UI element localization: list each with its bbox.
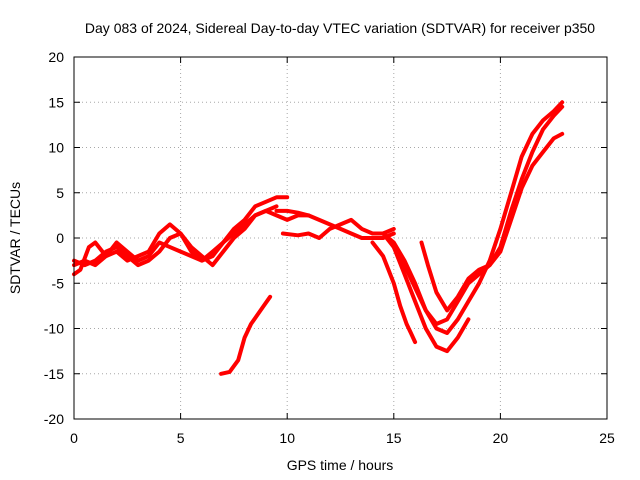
series-track-2 (72, 208, 311, 268)
x-tick-label: 0 (70, 430, 78, 446)
x-axis-label: GPS time / hours (287, 457, 394, 473)
y-tick-label: -15 (44, 366, 64, 382)
y-tick-label: 10 (48, 140, 64, 156)
series-track-7 (370, 240, 418, 345)
y-tick-label: -10 (44, 321, 64, 337)
x-tick-label: 25 (599, 430, 615, 446)
y-tick-label: -20 (44, 411, 64, 427)
y-tick-label: -5 (52, 275, 65, 291)
y-tick-label: 5 (56, 185, 64, 201)
y-tick-label: 0 (56, 230, 64, 246)
series-track-4 (219, 294, 273, 376)
series-track-9 (381, 100, 565, 335)
tick-labels: 0 5 10 15 20 25 -20 -15 -10 -5 0 5 10 15 20 (44, 49, 615, 446)
x-tick-label: 20 (493, 430, 509, 446)
x-tick-label: 5 (177, 430, 185, 446)
x-tick-label: 15 (386, 430, 402, 446)
series-track-3 (72, 204, 279, 268)
y-tick-label: 15 (48, 94, 64, 110)
y-tick-label: 20 (48, 49, 64, 65)
grid-lines (74, 57, 607, 419)
axis-ticks (73, 56, 608, 420)
series-track-5 (280, 217, 396, 240)
series-track-11 (419, 131, 565, 313)
series-track-6 (274, 208, 396, 240)
series-track-10 (391, 104, 565, 326)
series-track-1 (72, 195, 290, 277)
y-axis-label: SDTVAR / TECUs (7, 182, 23, 294)
series-layer (72, 100, 565, 376)
chart-title: Day 083 of 2024, Sidereal Day-to-day VTE… (85, 20, 595, 36)
plot-frame (73, 56, 608, 420)
x-tick-label: 10 (279, 430, 295, 446)
